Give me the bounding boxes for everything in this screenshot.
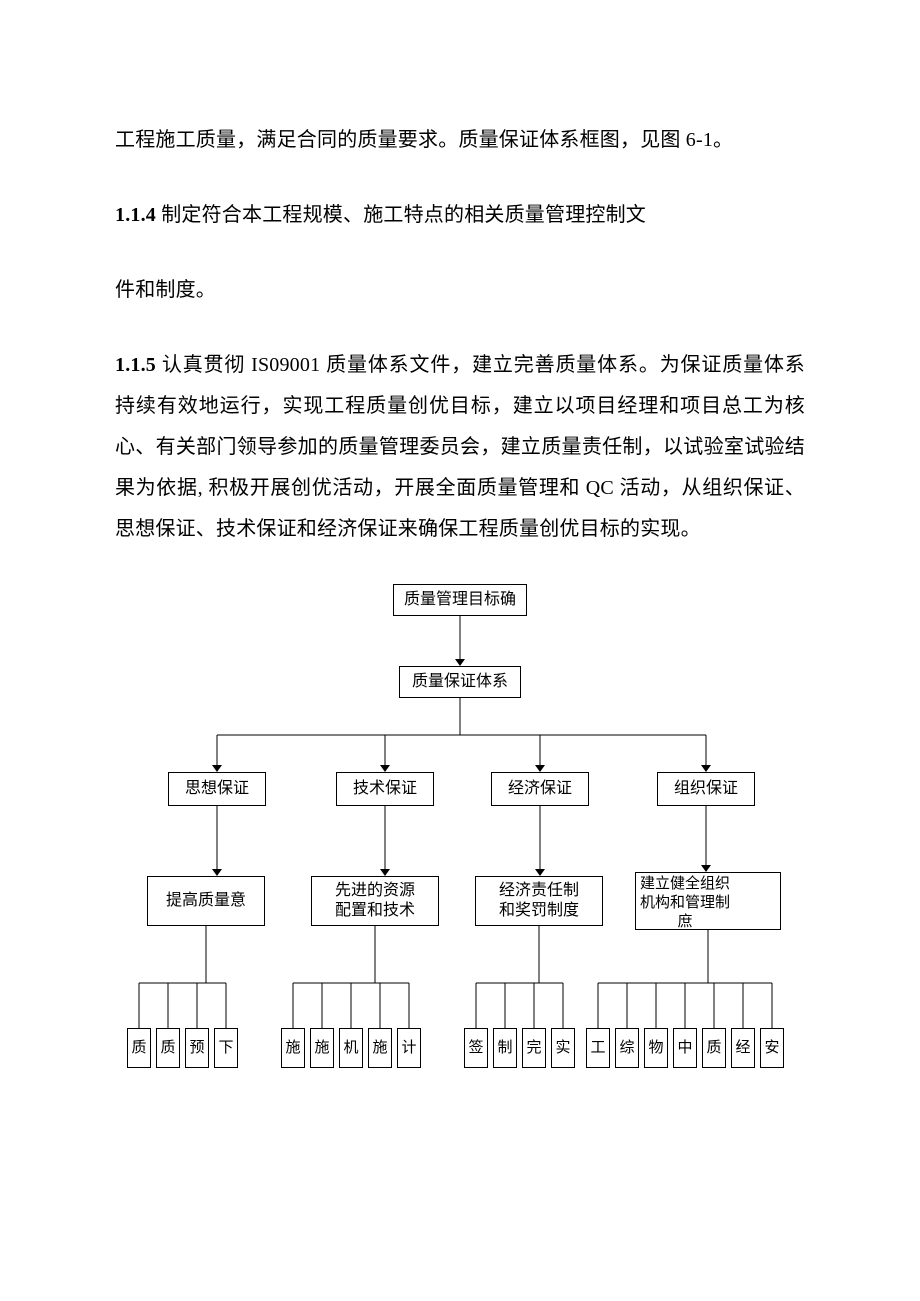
node-organization: 组织保证 xyxy=(657,772,755,806)
node-economic-responsibility: 经济责任制和奖罚制度 xyxy=(475,876,603,926)
leaf-0-1: 质 xyxy=(156,1028,180,1068)
paragraph-3: 件和制度。 xyxy=(115,270,805,311)
leaf-3-6: 安 xyxy=(760,1028,784,1068)
leaf-1-3: 施 xyxy=(368,1028,392,1068)
node-advanced-resources: 先进的资源配置和技术 xyxy=(311,876,439,926)
node-quality-system: 质量保证体系 xyxy=(399,666,521,698)
leaf-3-0: 工 xyxy=(586,1028,610,1068)
leaf-0-0: 质 xyxy=(127,1028,151,1068)
leaf-1-2: 机 xyxy=(339,1028,363,1068)
leaf-3-4: 质 xyxy=(702,1028,726,1068)
leaf-3-3: 中 xyxy=(673,1028,697,1068)
paragraph-4: 1.1.5 认真贯彻 IS09001 质量体系文件，建立完善质量体系。为保证质量… xyxy=(115,345,805,550)
paragraph-2-body: 制定符合本工程规模、施工特点的相关质量管理控制文 xyxy=(156,204,646,226)
leaf-1-4: 计 xyxy=(397,1028,421,1068)
leaf-0-2: 预 xyxy=(185,1028,209,1068)
document-page: 工程施工质量，满足合同的质量要求。质量保证体系框图，见图 6-1。 1.1.4 … xyxy=(0,0,920,1154)
section-number-1-1-5: 1.1.5 xyxy=(115,354,156,376)
node-economy: 经济保证 xyxy=(491,772,589,806)
leaf-1-1: 施 xyxy=(310,1028,334,1068)
node-quality-target: 质量管理目标确 xyxy=(393,584,527,616)
node-raise-awareness: 提高质量意 xyxy=(147,876,265,926)
paragraph-1: 工程施工质量，满足合同的质量要求。质量保证体系框图，见图 6-1。 xyxy=(115,120,805,161)
section-number-1-1-4: 1.1.4 xyxy=(115,204,156,226)
leaf-3-5: 经 xyxy=(731,1028,755,1068)
leaf-2-0: 签 xyxy=(464,1028,488,1068)
node-org-structure: 建立健全组织机构和管理制庶 xyxy=(635,872,781,930)
leaf-1-0: 施 xyxy=(281,1028,305,1068)
paragraph-4-body: 认真贯彻 IS09001 质量体系文件，建立完善质量体系。为保证质量体系持续有效… xyxy=(115,354,805,540)
leaf-2-1: 制 xyxy=(493,1028,517,1068)
node-technology: 技术保证 xyxy=(336,772,434,806)
flowchart-connectors xyxy=(115,584,805,1094)
leaf-3-1: 综 xyxy=(615,1028,639,1068)
leaf-0-3: 下 xyxy=(214,1028,238,1068)
quality-assurance-flowchart: 质量管理目标确质量保证体系思想保证 技术保证 经济保证 组织保证提高质量意先进的资源配… xyxy=(115,584,805,1094)
paragraph-2: 1.1.4 制定符合本工程规模、施工特点的相关质量管理控制文 xyxy=(115,195,805,236)
leaf-2-3: 实 xyxy=(551,1028,575,1068)
leaf-2-2: 完 xyxy=(522,1028,546,1068)
leaf-3-2: 物 xyxy=(644,1028,668,1068)
node-ideology: 思想保证 xyxy=(168,772,266,806)
